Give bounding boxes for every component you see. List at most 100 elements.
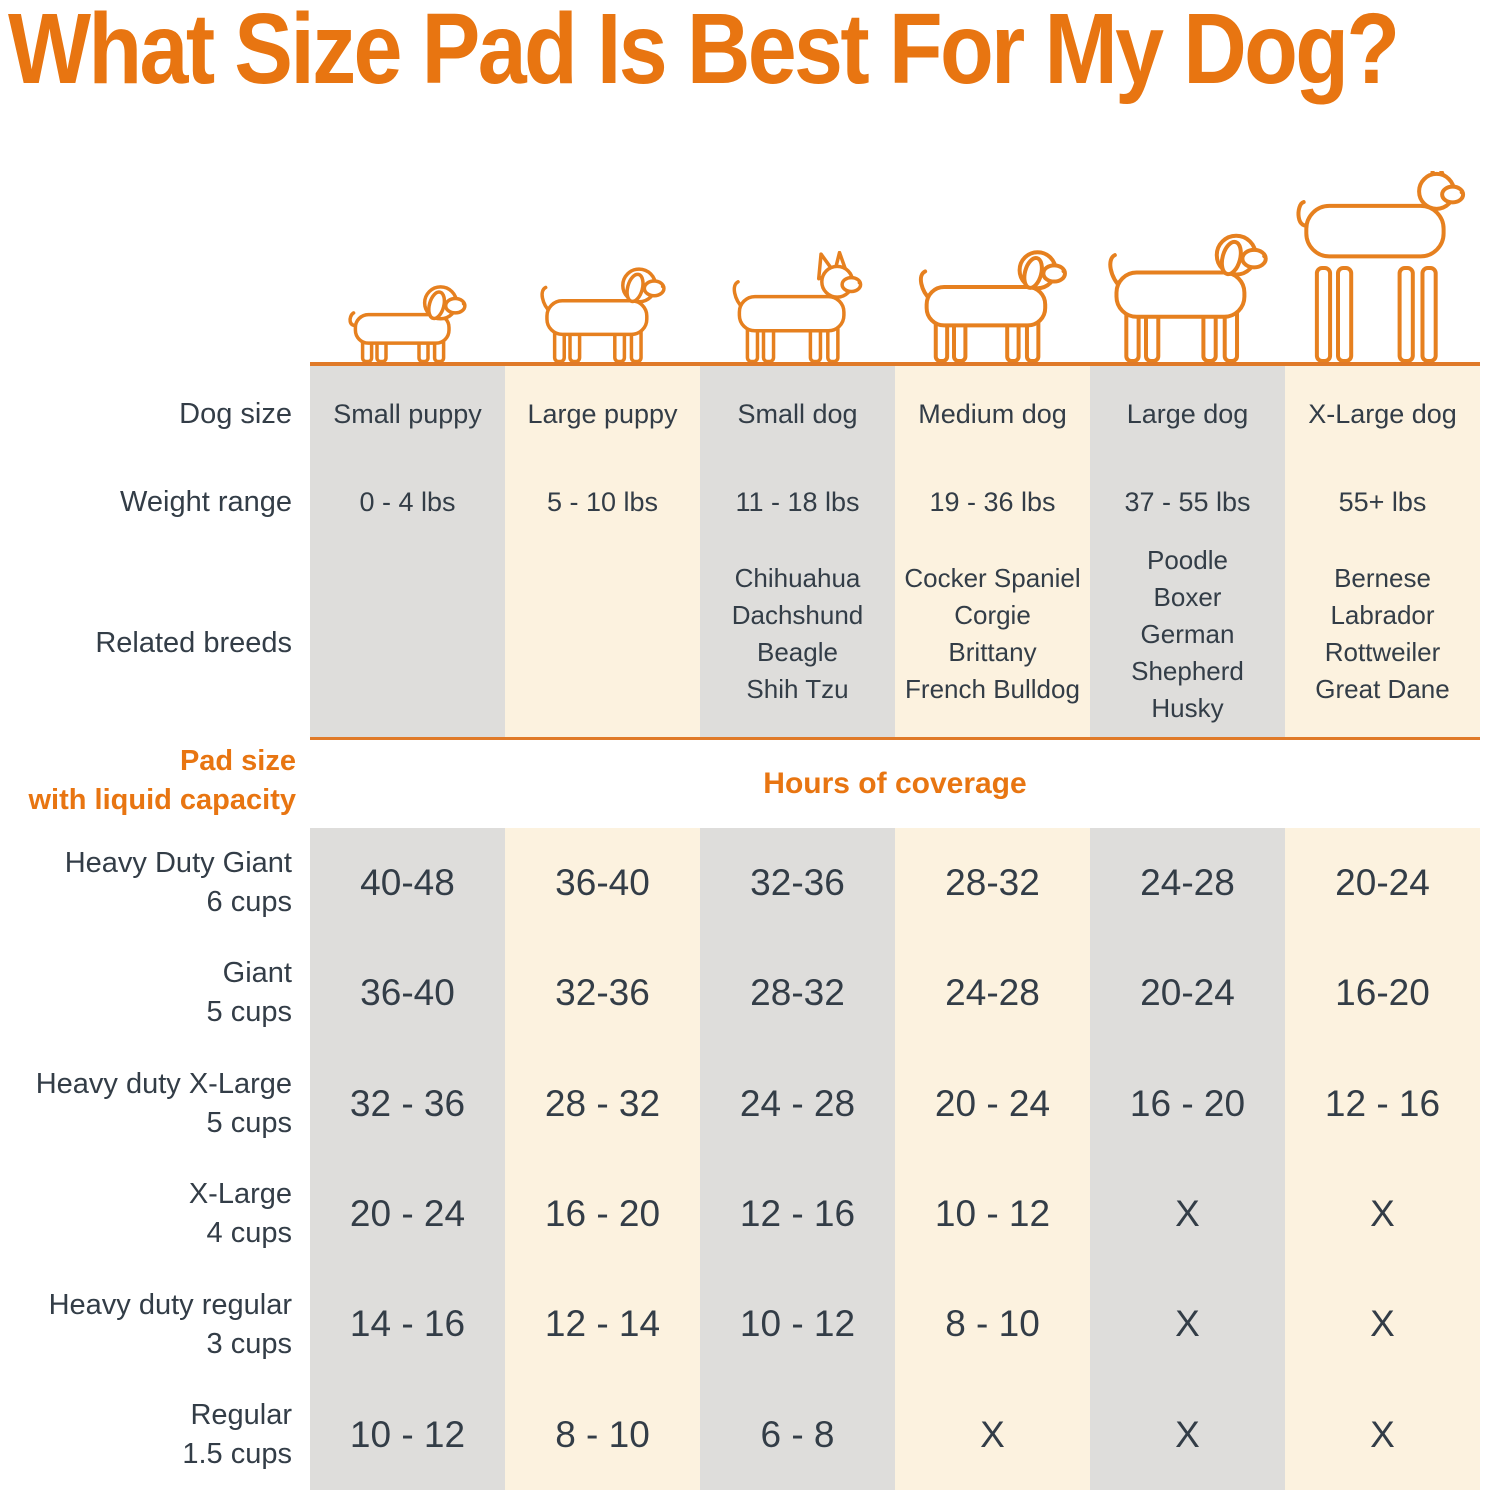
coverage-cell: 10 - 12 (739, 1303, 856, 1345)
dog-icon-small-puppy (347, 281, 467, 370)
coverage-row: 10 - 12 8 - 10 6 - 8 X X X (310, 1380, 1480, 1490)
coverage-cell: X (1370, 1413, 1395, 1455)
pad-name: Heavy Duty Giant (64, 847, 292, 879)
dog-icon-small-dog (730, 250, 864, 370)
coverage-row: 36-40 32-36 28-32 24-28 20-24 16-20 (310, 938, 1480, 1048)
dog-info-table: Small puppy Large puppy Small dog Medium… (310, 366, 1480, 737)
coverage-cell: X (980, 1413, 1005, 1455)
pad-row-label: Giant 5 cups (0, 954, 292, 1032)
pad-name: Regular (190, 1399, 292, 1431)
weight-range-cell: 55+ lbs (1338, 487, 1427, 517)
breeds-cell (310, 534, 505, 734)
pad-row-label: Heavy duty X-Large 5 cups (0, 1065, 292, 1143)
row-header-weight-range: Weight range (120, 486, 292, 518)
dog-size-row: Small puppy Large puppy Small dog Medium… (310, 394, 1480, 434)
coverage-cell: 10 - 12 (934, 1193, 1051, 1235)
coverage-cell: 20 - 24 (349, 1193, 466, 1235)
coverage-cell: 6 - 8 (760, 1413, 835, 1455)
coverage-cell: 40-48 (360, 862, 455, 904)
coverage-cell: 20-24 (1335, 862, 1430, 904)
pad-name: Heavy duty regular (48, 1289, 292, 1321)
coverage-cell: 8 - 10 (945, 1303, 1040, 1345)
weight-range-cell: 0 - 4 lbs (359, 487, 456, 517)
pad-row-label: X-Large 4 cups (0, 1175, 292, 1253)
coverage-cell: 28-32 (945, 862, 1040, 904)
pad-capacity: 1.5 cups (182, 1438, 292, 1470)
coverage-cell: X (1370, 1303, 1395, 1345)
coverage-cell: 28-32 (750, 972, 845, 1014)
pad-name: Giant (222, 957, 292, 989)
dog-size-cell: Small dog (737, 399, 858, 429)
coverage-cell: 36-40 (555, 862, 650, 904)
coverage-cell: 12 - 14 (544, 1303, 661, 1345)
pad-row-label: Heavy duty regular 3 cups (0, 1286, 292, 1364)
breeds-cell: Bernese Labrador Rottweiler Great Dane (1315, 563, 1450, 704)
dog-icon-large-dog (1105, 231, 1269, 370)
hours-of-coverage-header: Hours of coverage (763, 767, 1027, 800)
coverage-cell: 12 - 16 (1324, 1082, 1441, 1124)
coverage-table: 40-48 36-40 32-36 28-32 24-28 20-24 36-4… (310, 828, 1480, 1490)
dog-icon-x-large-dog (1294, 153, 1470, 370)
pad-capacity: 6 cups (206, 886, 292, 918)
pad-capacity: 5 cups (206, 996, 292, 1028)
coverage-cell: 12 - 16 (739, 1193, 856, 1235)
dog-icon-medium-dog (916, 245, 1068, 370)
breeds-cell: Poodle Boxer German Shepherd Husky (1131, 544, 1244, 723)
dog-size-cell: X-Large dog (1308, 399, 1457, 429)
coverage-cell: 16-20 (1335, 972, 1430, 1014)
dog-size-cell: Large puppy (527, 399, 678, 429)
dog-icon-large-puppy (538, 263, 666, 370)
dog-size-cell: Small puppy (333, 399, 482, 429)
breeds-cell (505, 534, 700, 734)
weight-range-cell: 5 - 10 lbs (546, 487, 659, 517)
coverage-cell: 16 - 20 (1129, 1082, 1246, 1124)
weight-range-row: 0 - 4 lbs 5 - 10 lbs 11 - 18 lbs 19 - 36… (310, 482, 1480, 522)
coverage-cell: 24 - 28 (739, 1082, 856, 1124)
pad-capacity: 4 cups (206, 1217, 292, 1249)
related-breeds-row: Chihuahua Dachshund Beagle Shih Tzu Cock… (310, 534, 1480, 734)
ground-line (310, 362, 1480, 366)
coverage-cell: X (1175, 1193, 1200, 1235)
coverage-cell: 16 - 20 (544, 1193, 661, 1235)
pad-size-section-label: Pad size with liquid capacity (28, 745, 297, 816)
dog-size-cell: Medium dog (918, 399, 1067, 429)
weight-range-cell: 11 - 18 lbs (735, 487, 860, 517)
breeds-cell: Chihuahua Dachshund Beagle Shih Tzu (731, 563, 864, 704)
coverage-cell: X (1175, 1413, 1200, 1455)
coverage-cell: 8 - 10 (555, 1413, 650, 1455)
coverage-cell: 28 - 32 (544, 1082, 661, 1124)
coverage-cell: 36-40 (360, 972, 455, 1014)
breeds-cell: Cocker Spaniel Corgie Brittany French Bu… (904, 563, 1081, 704)
coverage-row: 32 - 36 28 - 32 24 - 28 20 - 24 16 - 20 … (310, 1049, 1480, 1159)
pad-capacity: 3 cups (206, 1328, 292, 1360)
coverage-row: 40-48 36-40 32-36 28-32 24-28 20-24 (310, 828, 1480, 938)
coverage-cell: 10 - 12 (349, 1413, 466, 1455)
row-header-related-breeds: Related breeds (95, 627, 292, 659)
weight-range-cell: 19 - 36 lbs (929, 487, 1056, 517)
coverage-row: 20 - 24 16 - 20 12 - 16 10 - 12 X X (310, 1159, 1480, 1269)
coverage-cell: 14 - 16 (349, 1303, 466, 1345)
coverage-cell: X (1370, 1193, 1395, 1235)
coverage-cell: 20-24 (1140, 972, 1235, 1014)
page-title: What Size Pad Is Best For My Dog? (8, 0, 1400, 105)
pad-name: Heavy duty X-Large (35, 1068, 292, 1100)
coverage-row: 14 - 16 12 - 14 10 - 12 8 - 10 X X (310, 1269, 1480, 1379)
coverage-cell: 24-28 (1140, 862, 1235, 904)
coverage-cell: 32-36 (750, 862, 845, 904)
pad-capacity: 5 cups (206, 1107, 292, 1139)
separator-line (310, 737, 1480, 740)
pad-row-label: Regular 1.5 cups (0, 1396, 292, 1474)
column-stripes (310, 828, 1480, 1490)
dog-size-cell: Large dog (1126, 399, 1249, 429)
column-stripes (310, 366, 1480, 737)
coverage-cell: 32-36 (555, 972, 650, 1014)
coverage-cell: X (1175, 1303, 1200, 1345)
pad-name: X-Large (188, 1178, 292, 1210)
row-header-dog-size: Dog size (179, 398, 292, 430)
coverage-cell: 32 - 36 (349, 1082, 466, 1124)
weight-range-cell: 37 - 55 lbs (1124, 487, 1251, 517)
coverage-cell: 20 - 24 (934, 1082, 1051, 1124)
coverage-cell: 24-28 (945, 972, 1040, 1014)
pad-row-label: Heavy Duty Giant 6 cups (0, 844, 292, 922)
